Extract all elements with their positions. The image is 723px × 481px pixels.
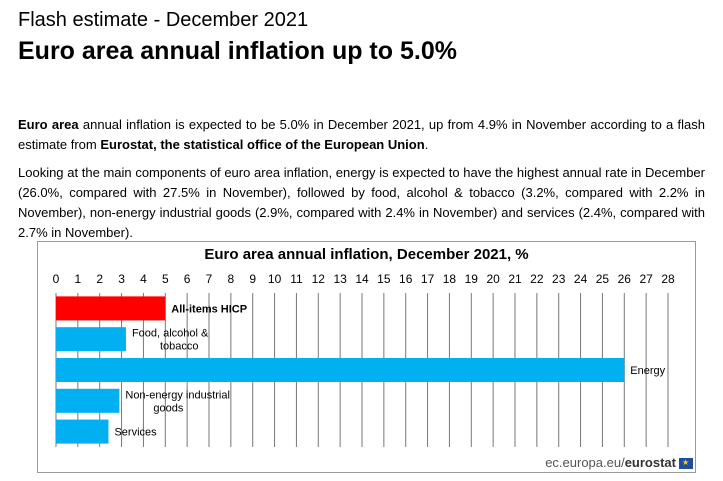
inflation-chart: Euro area annual inflation, December 202… <box>37 241 696 473</box>
bar <box>56 388 120 413</box>
footer-brand: eurostat <box>624 455 676 470</box>
bar-label: Non-energy industrial <box>125 389 230 401</box>
intro-lead: Euro area <box>18 117 79 132</box>
bar <box>56 327 126 352</box>
bar-label: goods <box>153 402 183 414</box>
x-tick-label: 10 <box>268 272 282 286</box>
x-tick-label: 1 <box>75 272 82 286</box>
x-tick-label: 23 <box>552 272 566 286</box>
x-tick-label: 8 <box>228 272 235 286</box>
intro-source: Eurostat, the statistical office of the … <box>100 137 425 152</box>
bar-label: All-items HICP <box>171 303 247 315</box>
intro-text-1: annual inflation is expected to be 5.0% … <box>18 117 705 152</box>
components-paragraph: Looking at the main components of euro a… <box>18 165 705 240</box>
x-tick-label: 4 <box>140 272 147 286</box>
intro-text-2: . <box>424 137 429 152</box>
bar-label: Services <box>114 427 157 439</box>
bar-label: Food, alcohol & <box>132 328 209 340</box>
x-tick-label: 13 <box>333 272 347 286</box>
footer-site: ec.europa.eu/ <box>545 455 625 470</box>
bar <box>56 357 625 383</box>
page-kicker: Flash estimate - December 2021 <box>18 9 309 31</box>
x-tick-label: 24 <box>574 272 588 286</box>
x-tick-label: 18 <box>443 272 457 286</box>
intro-paragraph: Euro area annual inflation is expected t… <box>18 115 705 155</box>
x-tick-label: 17 <box>421 272 435 286</box>
eu-flag-icon <box>679 456 693 470</box>
x-tick-label: 19 <box>465 272 479 286</box>
bar <box>56 296 166 321</box>
x-tick-label: 7 <box>206 272 213 286</box>
x-tick-label: 0 <box>53 272 60 286</box>
chart-footer: ec.europa.eu/eurostat <box>545 456 693 470</box>
x-tick-label: 6 <box>184 272 191 286</box>
x-tick-label: 11 <box>290 272 303 286</box>
x-tick-label: 12 <box>312 272 326 286</box>
x-tick-label: 2 <box>96 272 103 286</box>
chart-plot: 0 1 2 3 4 5 6 7 8 9 10 11 12 13 14 15 16 17 18 19 20 21 22 23 24… <box>53 272 675 447</box>
page-title: Euro area annual inflation up to 5.0% <box>18 37 457 65</box>
x-tick-label: 27 <box>639 272 653 286</box>
x-tick-label: 16 <box>399 272 413 286</box>
chart-title: Euro area annual inflation, December 202… <box>204 246 529 263</box>
x-tick-label: 9 <box>249 272 256 286</box>
x-tick-label: 5 <box>162 272 169 286</box>
bar <box>56 419 109 444</box>
x-tick-label: 15 <box>377 272 391 286</box>
x-tick-label: 14 <box>355 272 369 286</box>
bar-label: tobacco <box>160 341 199 353</box>
x-tick-label: 26 <box>618 272 632 286</box>
x-tick-label: 3 <box>118 272 125 286</box>
bar-label: Energy <box>630 365 665 377</box>
x-tick-label: 22 <box>530 272 544 286</box>
x-tick-label: 20 <box>486 272 500 286</box>
x-tick-label: 21 <box>508 272 522 286</box>
x-tick-label: 28 <box>661 272 675 286</box>
x-tick-label: 25 <box>596 272 610 286</box>
